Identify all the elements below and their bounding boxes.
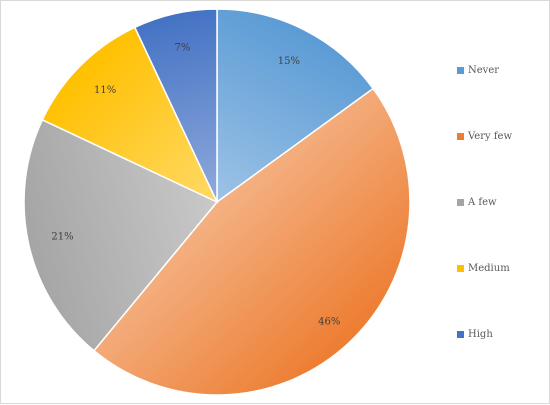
legend-label: A few xyxy=(468,196,497,208)
legend-label: Medium xyxy=(468,262,510,274)
data-label-very-few: 46% xyxy=(318,317,340,328)
legend-swatch xyxy=(457,66,464,74)
data-labels: 15% 46% 21% 11% 7% xyxy=(51,43,340,328)
legend-swatch xyxy=(457,264,464,272)
legend-label: Never xyxy=(468,64,500,76)
legend-label: High xyxy=(468,328,493,340)
legend-label: Very few xyxy=(468,130,513,142)
pie-slices xyxy=(23,8,411,396)
legend-item-a-few: A few xyxy=(457,195,497,209)
legend-swatch xyxy=(457,330,464,338)
legend-swatch xyxy=(457,198,464,206)
legend: Never Very few A few Medium High xyxy=(457,63,547,353)
pie-slice-medium xyxy=(41,26,219,204)
legend-item-very-few: Very few xyxy=(457,129,512,143)
legend-item-medium: Medium xyxy=(457,261,510,275)
pie-slice-a-few xyxy=(23,118,219,352)
data-label-a-few: 21% xyxy=(51,232,73,243)
legend-swatch xyxy=(457,132,464,140)
pie-slice-very-few xyxy=(92,87,411,396)
data-label-medium: 11% xyxy=(94,85,116,96)
pie-slice-never xyxy=(216,8,375,204)
pie-slice-high xyxy=(133,8,218,203)
legend-item-never: Never xyxy=(457,63,499,77)
data-label-never: 15% xyxy=(278,56,300,67)
data-label-high: 7% xyxy=(175,43,191,54)
legend-item-high: High xyxy=(457,327,493,341)
